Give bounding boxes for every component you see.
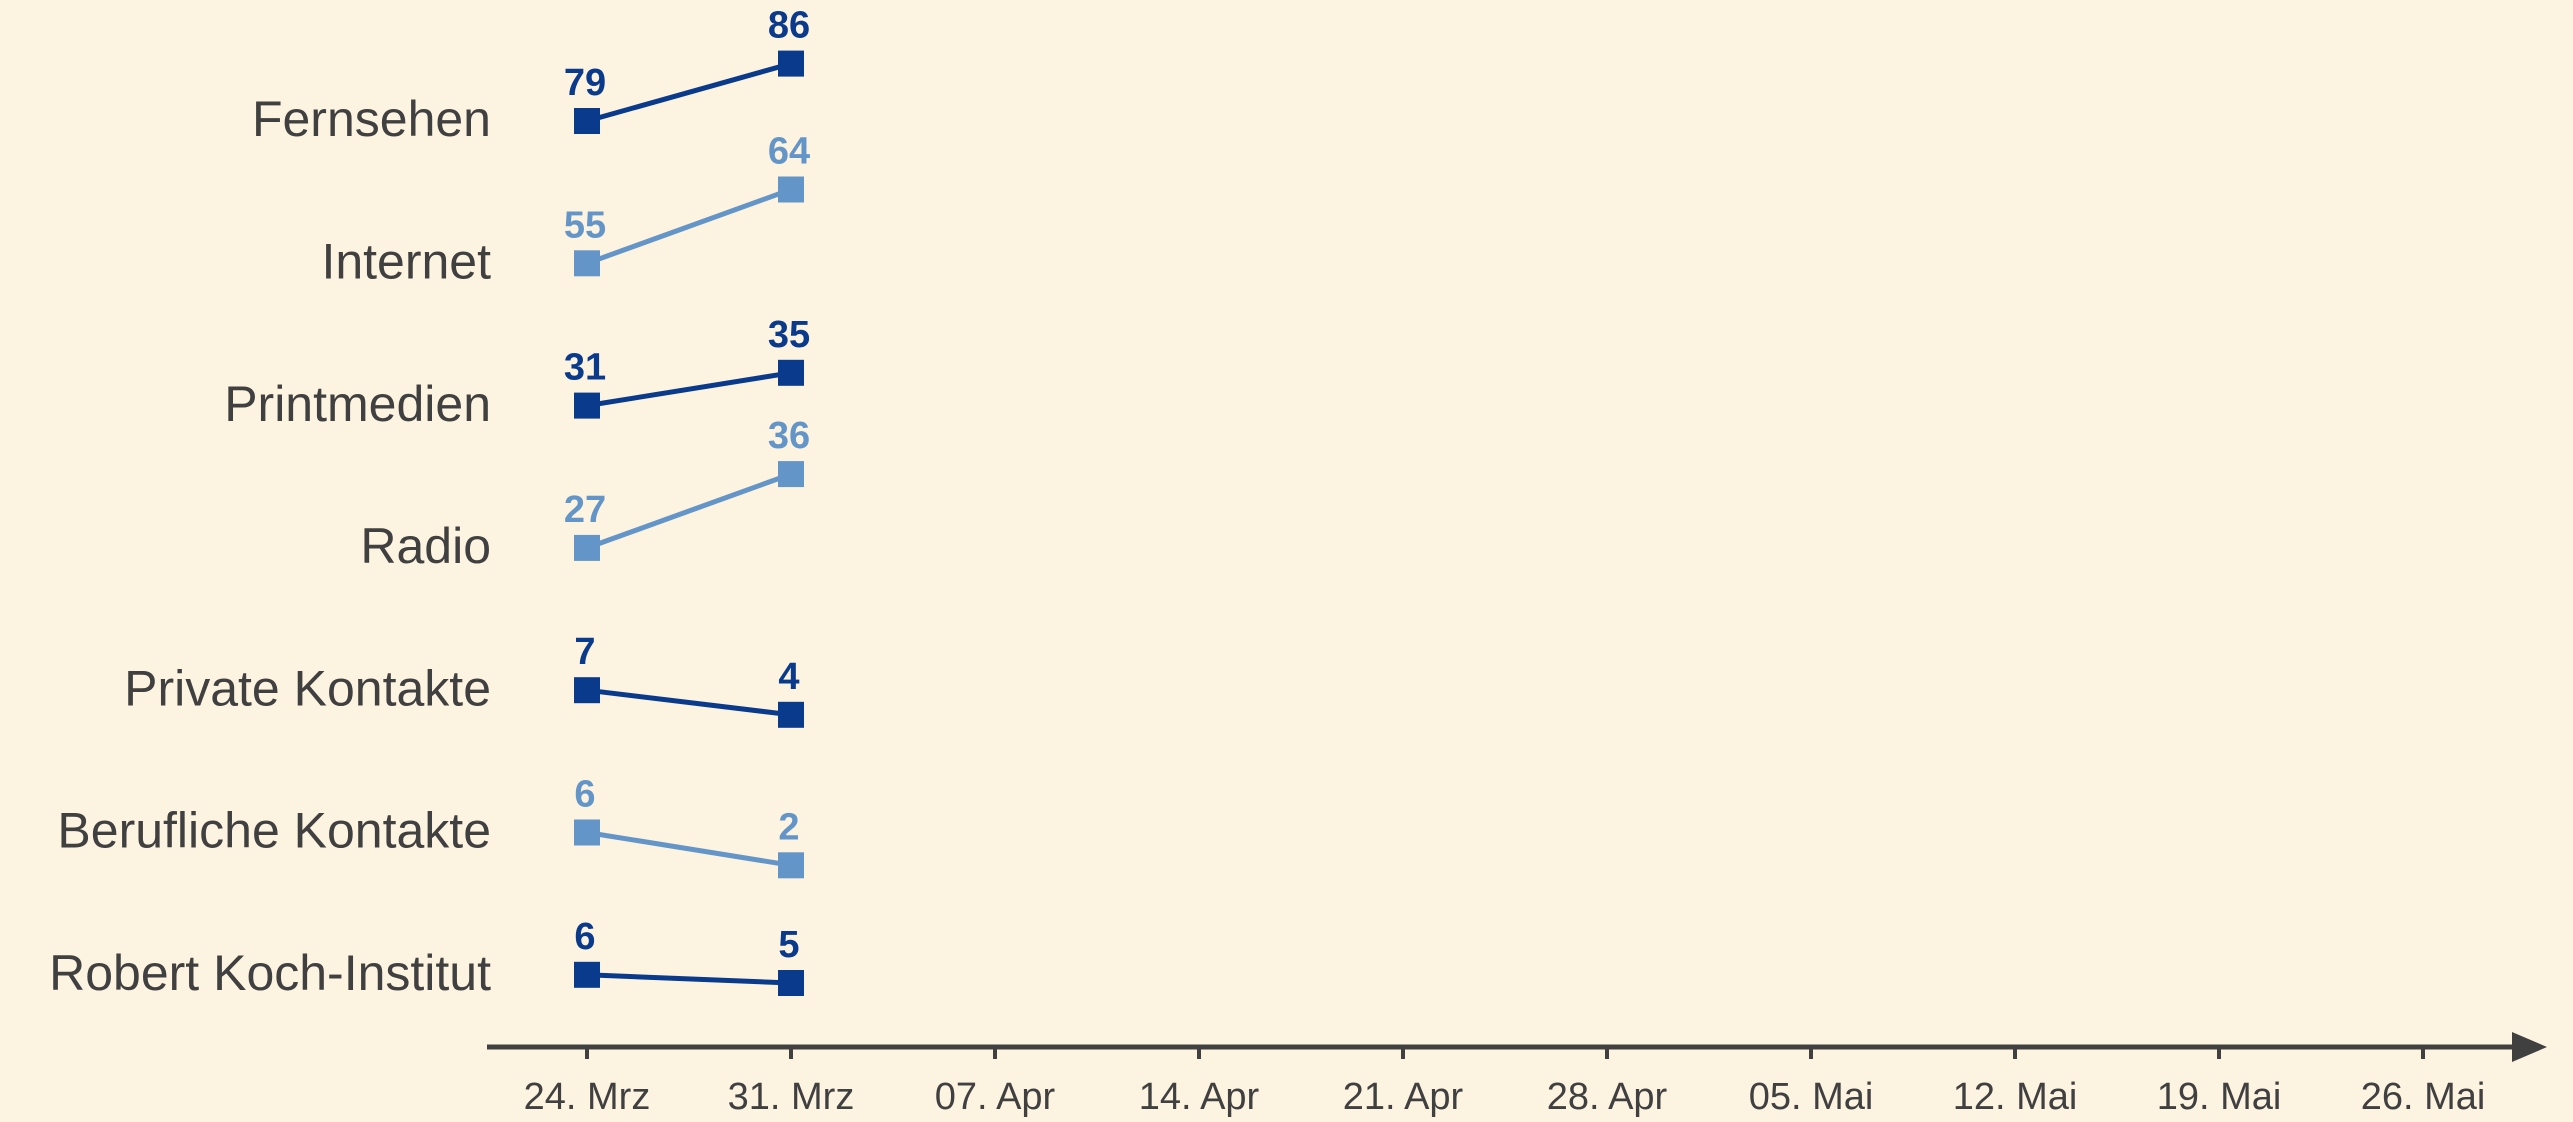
data-label: 4 bbox=[778, 656, 799, 698]
marker bbox=[778, 50, 804, 77]
row-label: Printmedien bbox=[224, 376, 491, 432]
row-label: Robert Koch-Institut bbox=[49, 945, 491, 1001]
x-tick-label: 26. Mai bbox=[2361, 1076, 2486, 1118]
data-label: 35 bbox=[768, 314, 810, 356]
data-label: 5 bbox=[778, 924, 799, 966]
marker bbox=[574, 108, 600, 134]
line bbox=[586, 687, 792, 718]
x-tick-label: 28. Apr bbox=[1547, 1076, 1668, 1118]
row-label: Radio bbox=[360, 518, 491, 574]
data-label: 86 bbox=[768, 5, 810, 47]
line bbox=[586, 830, 792, 868]
row-label: Private Kontakte bbox=[124, 660, 491, 716]
marker bbox=[574, 250, 600, 277]
data-label: 6 bbox=[574, 916, 595, 958]
x-tick-label: 12. Mai bbox=[1953, 1076, 2078, 1118]
marker bbox=[778, 970, 804, 996]
data-label: 55 bbox=[564, 204, 606, 246]
row-label: Fernsehen bbox=[252, 91, 491, 147]
line bbox=[586, 471, 792, 551]
marker bbox=[574, 961, 600, 988]
data-label: 31 bbox=[564, 347, 606, 389]
data-label: 2 bbox=[778, 806, 799, 848]
x-tick-label: 14. Apr bbox=[1139, 1076, 1260, 1118]
marker bbox=[778, 852, 804, 879]
x-tick-label: 05. Mai bbox=[1749, 1076, 1874, 1118]
data-label: 6 bbox=[574, 774, 595, 816]
row-label: Internet bbox=[321, 234, 491, 290]
x-tick-label: 07. Apr bbox=[935, 1076, 1056, 1118]
marker bbox=[778, 359, 804, 386]
data-label: 79 bbox=[564, 62, 606, 104]
x-tick-label: 21. Apr bbox=[1343, 1076, 1464, 1118]
marker bbox=[778, 701, 804, 728]
x-tick-label: 24. Mrz bbox=[524, 1076, 651, 1118]
data-label: 7 bbox=[574, 631, 595, 673]
line bbox=[586, 972, 792, 986]
line bbox=[586, 370, 792, 409]
data-label: 64 bbox=[768, 131, 810, 173]
marker bbox=[574, 392, 600, 419]
data-label: 36 bbox=[768, 415, 810, 457]
marker bbox=[574, 534, 600, 561]
marker bbox=[778, 176, 804, 203]
x-tick-label: 31. Mrz bbox=[728, 1076, 855, 1118]
x-tick-label: 19. Mai bbox=[2157, 1076, 2282, 1118]
x-axis-arrow bbox=[2512, 1032, 2547, 1062]
marker bbox=[574, 819, 600, 846]
marker bbox=[574, 677, 600, 704]
marker bbox=[778, 461, 804, 488]
line bbox=[586, 61, 792, 124]
data-label: 27 bbox=[564, 489, 606, 531]
row-label: Berufliche Kontakte bbox=[57, 803, 491, 859]
line bbox=[586, 187, 792, 266]
